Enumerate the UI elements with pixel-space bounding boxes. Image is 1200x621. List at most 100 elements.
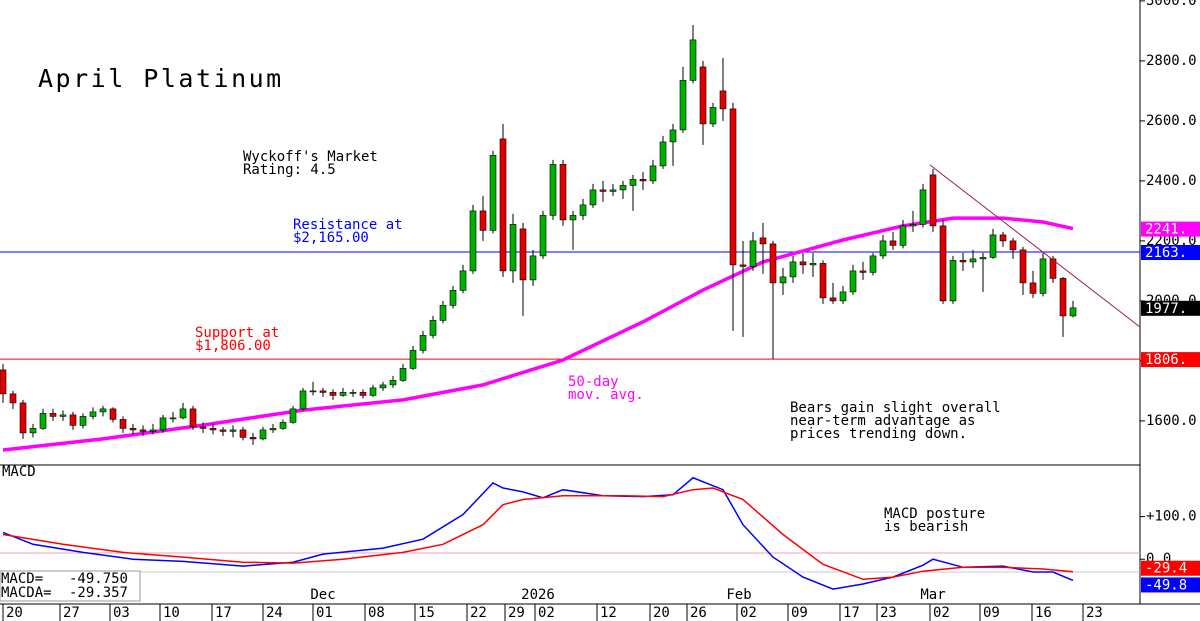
candle-body [619, 185, 627, 191]
price-tag [1141, 300, 1200, 316]
month-label: 2026 [521, 587, 555, 603]
candle-body [869, 255, 877, 273]
candle-body [519, 228, 527, 281]
candle-body [339, 392, 347, 396]
macd-annotation: MACD posture [884, 506, 985, 522]
candle-body [989, 234, 997, 258]
price-tag-label: 2241. [1145, 222, 1187, 238]
candle-body [819, 263, 827, 299]
macd-y-tick-label: +100.0 [1146, 509, 1197, 525]
x-tick-label: 23 [880, 605, 897, 621]
y-tick-label: 1600.0 [1146, 413, 1197, 429]
price-tag [1141, 560, 1200, 576]
x-tick-label: 02 [740, 605, 757, 621]
candle-body [1059, 278, 1067, 317]
candle-body [509, 224, 517, 272]
candle-body [419, 335, 427, 351]
candle-body [839, 291, 847, 302]
candle-body [269, 428, 277, 431]
level-annotation: Resistance at [293, 217, 403, 233]
y-tick-label: 2400.0 [1146, 173, 1197, 189]
level-annotation: $1,806.00 [195, 338, 271, 354]
candle-body [209, 428, 217, 431]
x-tick-label: 26 [690, 605, 707, 621]
x-tick-label: 08 [368, 605, 385, 621]
candle-body [149, 429, 157, 432]
month-label: Feb [726, 587, 751, 603]
candle-body [699, 66, 707, 125]
readout-label: MACD= [1, 571, 43, 587]
y-tick-label: 2200.0 [1146, 233, 1197, 249]
price-tag [1141, 221, 1200, 237]
y-tick-label: 2600.0 [1146, 113, 1197, 129]
x-tick-label: 15 [418, 605, 435, 621]
candle-body [639, 179, 647, 182]
candle-body [1029, 282, 1037, 294]
candle-body [559, 164, 567, 221]
x-tick-label: 09 [983, 605, 1000, 621]
candle-body [59, 414, 67, 417]
candle-body [599, 189, 607, 192]
x-tick-label: 12 [600, 605, 617, 621]
candle-body [919, 189, 927, 225]
candle-body [179, 408, 187, 419]
x-tick-label: 29 [508, 605, 525, 621]
month-label: Mar [920, 587, 945, 603]
candle-body [89, 411, 97, 417]
x-tick-label: 09 [791, 605, 808, 621]
candle-body [489, 155, 497, 231]
readout-label: MACDA= [1, 585, 52, 601]
candle-body [889, 240, 897, 246]
candle-body [329, 392, 337, 396]
candle-body [629, 179, 637, 186]
candle-body [979, 257, 987, 260]
readout-box [0, 570, 141, 602]
candle-body [439, 305, 447, 321]
x-tick-label: 17 [215, 605, 232, 621]
candle-body [129, 428, 137, 431]
candle-body [949, 260, 957, 302]
candle-body [399, 368, 407, 381]
chart-title: April Platinum [38, 64, 284, 93]
month-label: Dec [310, 587, 335, 603]
candle-body [389, 380, 397, 386]
x-tick-label: 03 [113, 605, 130, 621]
moving-average-line [2, 216, 1074, 452]
candle-body [359, 392, 367, 396]
trendline [929, 164, 1141, 328]
candle-body [409, 350, 417, 369]
candle-body [849, 270, 857, 293]
candle-body [679, 80, 687, 131]
candle-body [139, 429, 147, 432]
candle-body [609, 189, 617, 192]
candle-body [719, 90, 727, 110]
price-tag-label: 1806. [1145, 352, 1187, 368]
candle-body [499, 138, 507, 272]
candle-body [569, 215, 577, 221]
candle-body [189, 408, 197, 428]
candle-body [169, 417, 177, 420]
candle-body [69, 414, 77, 426]
candle-body [429, 320, 437, 336]
candle-body [579, 204, 587, 216]
candle-body [739, 264, 747, 267]
candle-body [589, 189, 597, 206]
candle-body [319, 390, 327, 393]
annotation: Bears gain slight overall [790, 400, 1001, 416]
candle-body [749, 240, 757, 267]
macd-annotation: is bearish [884, 519, 968, 535]
candle-body [759, 237, 767, 245]
x-tick-label: 01 [316, 605, 333, 621]
candle-body [219, 429, 227, 432]
readout-value: -49.750 [69, 571, 128, 587]
candle-body [1069, 307, 1077, 317]
price-tag-label: 2163. [1145, 245, 1187, 261]
candle-body [1019, 249, 1027, 284]
candle-body [549, 164, 557, 216]
candle-body [669, 129, 677, 143]
candle-body [259, 429, 267, 440]
candle-body [879, 240, 887, 257]
moving-average-annotation: mov. avg. [568, 387, 644, 403]
